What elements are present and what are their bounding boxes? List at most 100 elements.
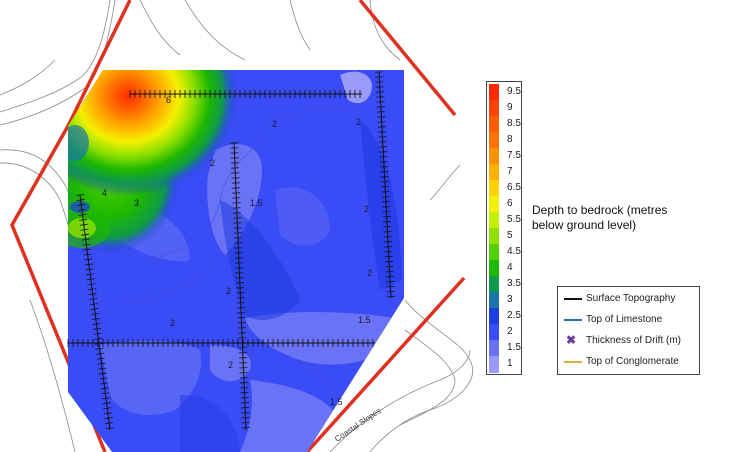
transect-tick <box>84 258 93 261</box>
map-legend: Surface Topography Top of Limestone ✖ Thick… <box>557 286 700 375</box>
transect-tick <box>105 422 114 425</box>
transect-tick <box>102 402 111 405</box>
scale-swatch <box>489 164 499 181</box>
base-map-lines <box>0 0 473 452</box>
transect-tick <box>95 347 104 350</box>
transect-tick <box>82 248 91 251</box>
transect-tick <box>79 218 88 221</box>
contour-label: 1.5 <box>330 397 343 407</box>
legend-item: Top of Conglomerate <box>562 353 679 369</box>
scale-label: 9.5 <box>507 86 521 97</box>
scale-swatch <box>489 356 499 373</box>
transect-tick <box>97 362 106 365</box>
transect-tick <box>89 303 98 306</box>
scale-swatch <box>489 148 499 165</box>
contour-label: 2 <box>356 117 361 127</box>
scale-swatch <box>489 100 499 117</box>
depth-grid <box>68 70 404 452</box>
transect-tick <box>86 278 95 281</box>
scale-swatch <box>489 212 499 229</box>
transect-tick <box>92 323 101 325</box>
legend-item: Surface Topography <box>562 290 675 306</box>
transect-tick <box>94 342 104 345</box>
transect-tick <box>81 238 90 241</box>
scale-label: 3.5 <box>507 278 521 289</box>
scale-swatch <box>489 228 499 245</box>
transect-tick <box>83 253 92 256</box>
scale-swatch <box>489 132 499 149</box>
transect-tick <box>96 352 105 355</box>
transect-tick <box>93 332 102 335</box>
scale-swatch <box>489 292 499 309</box>
scale-swatch <box>489 116 499 133</box>
scale-label: 9 <box>507 102 513 113</box>
scale-swatch <box>489 84 499 101</box>
transect-tick <box>80 228 89 231</box>
legend-item: ✖ Thickness of Drift (m) <box>562 332 681 348</box>
scale-label: 8.5 <box>507 118 521 129</box>
contour-label: 3 <box>134 198 139 208</box>
scale-label: 3 <box>507 294 513 305</box>
scale-label: 1.5 <box>507 342 521 353</box>
transect-tick <box>81 233 90 236</box>
contour-label: 2 <box>226 286 231 296</box>
scale-label: 4 <box>507 262 513 273</box>
line-symbol-icon <box>562 311 584 327</box>
transect-tick <box>84 263 93 266</box>
transect-tick <box>91 313 100 315</box>
scale-swatch <box>489 260 499 277</box>
scale-swatch <box>489 308 499 325</box>
legend-label: Top of Conglomerate <box>586 355 679 367</box>
scale-label: 5 <box>507 230 513 241</box>
scale-label: 2 <box>507 326 513 337</box>
transect-tick <box>101 392 110 395</box>
scale-label: 2.5 <box>507 310 521 321</box>
transect-tick <box>101 397 110 400</box>
transect-tick <box>78 213 87 216</box>
transect-tick <box>82 243 91 246</box>
contour-label: 2 <box>210 158 215 168</box>
transect-tick <box>86 273 95 276</box>
site-boundary <box>10 0 466 452</box>
scale-label: 5.5 <box>507 214 521 225</box>
scale-label: 6.5 <box>507 182 521 193</box>
scale-swatch <box>489 180 499 197</box>
contour-labels: 6 2 2 2 4 1.5 3 2 2 2 2 1.5 2 1.5 <box>102 95 372 407</box>
scale-label: 6 <box>507 198 513 209</box>
transect-tick <box>93 328 102 330</box>
contour-label: 4 <box>102 188 107 198</box>
legend-label: Thickness of Drift (m) <box>586 334 682 346</box>
transect-tick <box>87 283 96 286</box>
transect-tick <box>88 293 97 296</box>
scale-label: 4.5 <box>507 246 521 257</box>
scale-label: 8 <box>507 134 513 145</box>
transect-tick <box>103 412 112 415</box>
scale-swatch <box>489 324 499 341</box>
contour-label: 2 <box>367 268 372 278</box>
transect-tick <box>91 318 100 320</box>
scale-swatch <box>489 340 499 357</box>
scale-swatch <box>489 244 499 261</box>
transect-tick <box>99 377 108 380</box>
transect-tick <box>100 382 109 385</box>
scale-swatch <box>489 196 499 213</box>
contour-label: 2 <box>364 204 369 214</box>
survey-transects <box>68 71 392 431</box>
line-symbol-icon <box>562 353 584 369</box>
depth-color-scale: 9.5 9 8.5 8 7.5 7 6.5 6 5.5 5 4.5 4 3.5 3 2.5 2 1.5 1 <box>486 81 522 375</box>
transect-tick <box>88 288 97 291</box>
transect-ticks <box>67 71 395 430</box>
transect-tick <box>105 427 114 430</box>
transect-tick <box>89 298 98 301</box>
transect-tick <box>77 204 86 206</box>
contour-label: 1.5 <box>358 315 371 325</box>
scale-label: 7 <box>507 166 513 177</box>
transect-tick <box>94 337 103 340</box>
transect-tick <box>75 194 85 196</box>
contour-label: 2 <box>170 318 175 328</box>
legend-label: Top of Limestone <box>586 313 663 325</box>
transect-tick <box>103 407 112 410</box>
transect-tick <box>90 308 99 310</box>
transect-tick <box>104 417 113 420</box>
